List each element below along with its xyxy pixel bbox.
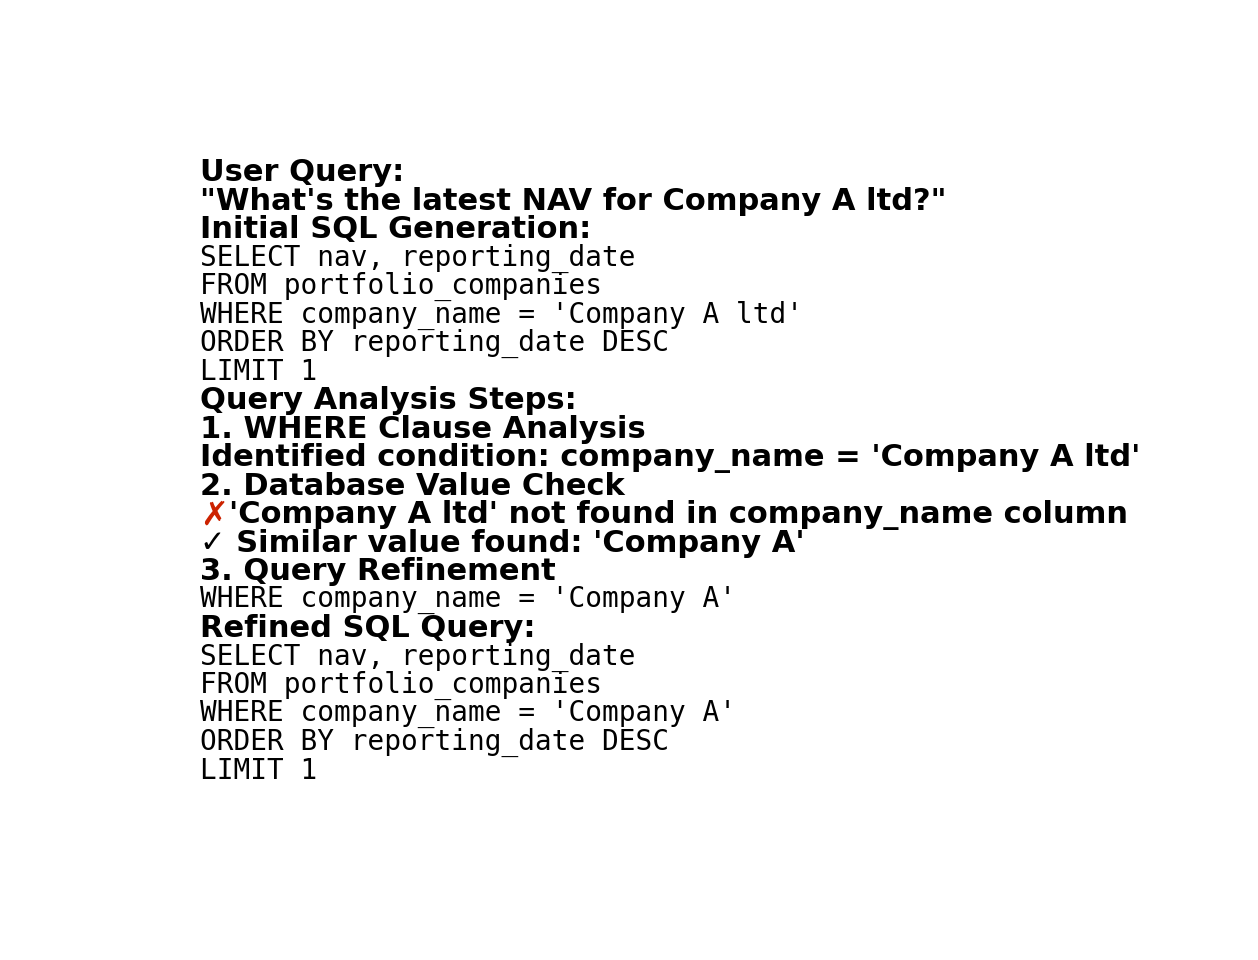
Text: ✓ Similar value found: 'Company A': ✓ Similar value found: 'Company A'	[200, 529, 805, 558]
Text: Identified condition: company_name = 'Company A ltd': Identified condition: company_name = 'Co…	[200, 443, 1140, 473]
Text: Initial SQL Generation:: Initial SQL Generation:	[200, 215, 591, 245]
Text: ORDER BY reporting_date DESC: ORDER BY reporting_date DESC	[200, 729, 669, 757]
Text: SELECT nav, reporting_date: SELECT nav, reporting_date	[200, 244, 635, 273]
Text: LIMIT 1: LIMIT 1	[200, 757, 317, 785]
Text: 2. Database Value Check: 2. Database Value Check	[200, 472, 625, 501]
Text: ✗: ✗	[200, 498, 228, 531]
Text: User Query:: User Query:	[200, 158, 404, 187]
Text: "What's the latest NAV for Company A ltd?": "What's the latest NAV for Company A ltd…	[200, 187, 946, 216]
Text: LIMIT 1: LIMIT 1	[200, 358, 317, 386]
Text: Refined SQL Query:: Refined SQL Query:	[200, 614, 536, 643]
Text: 1. WHERE Clause Analysis: 1. WHERE Clause Analysis	[200, 415, 645, 444]
Text: SELECT nav, reporting_date: SELECT nav, reporting_date	[200, 642, 635, 672]
Text: WHERE company_name = 'Company A ltd': WHERE company_name = 'Company A ltd'	[200, 300, 803, 330]
Text: FROM portfolio_companies: FROM portfolio_companies	[200, 671, 601, 701]
Text: 'Company A ltd' not found in company_name column: 'Company A ltd' not found in company_nam…	[229, 500, 1128, 530]
Text: WHERE company_name = 'Company A': WHERE company_name = 'Company A'	[200, 700, 736, 729]
Text: WHERE company_name = 'Company A': WHERE company_name = 'Company A'	[200, 587, 736, 614]
Text: 3. Query Refinement: 3. Query Refinement	[200, 558, 556, 587]
Text: FROM portfolio_companies: FROM portfolio_companies	[200, 273, 601, 301]
Text: ORDER BY reporting_date DESC: ORDER BY reporting_date DESC	[200, 329, 669, 358]
Text: Query Analysis Steps:: Query Analysis Steps:	[200, 386, 576, 416]
